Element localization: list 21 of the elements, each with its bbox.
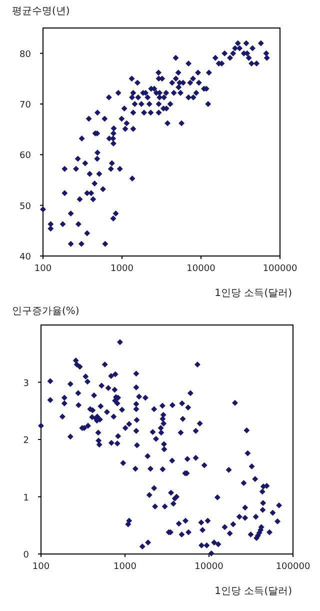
y-tick-label: 80 (20, 50, 32, 60)
x-axis-title: 1인당 소득(달러) (214, 586, 292, 597)
y-tick-label: 70 (20, 100, 32, 110)
y-axis-title: 평균수명(년) (12, 6, 70, 17)
y-tick-label: 60 (20, 151, 32, 162)
x-tick-label: 100000 (276, 562, 310, 572)
x-tick-label: 100 (32, 562, 50, 572)
x-tick-label: 1000 (110, 264, 134, 274)
x-tick-label: 100000 (262, 264, 298, 274)
x-tick-label: 100 (34, 264, 52, 274)
y-tick-label: 1 (23, 493, 29, 504)
y-tick-label: 3 (23, 378, 29, 389)
y-tick-label: 40 (20, 252, 32, 262)
y-tick-label: 2 (23, 436, 29, 446)
y-tick-label: 50 (20, 202, 32, 212)
y-tick-label: 0 (23, 550, 30, 560)
x-tick-label: 10000 (186, 264, 216, 274)
y-axis-title: 인구증가율(%) (12, 306, 80, 317)
x-tick-label: 1000 (114, 562, 137, 572)
x-tick-label: 10000 (194, 562, 224, 572)
x-axis-title: 1인당 소득(달러) (214, 288, 292, 299)
